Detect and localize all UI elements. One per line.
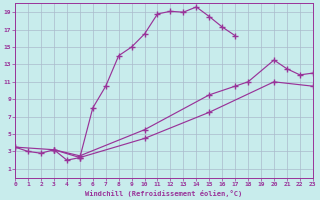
X-axis label: Windchill (Refroidissement éolien,°C): Windchill (Refroidissement éolien,°C) [85,190,243,197]
